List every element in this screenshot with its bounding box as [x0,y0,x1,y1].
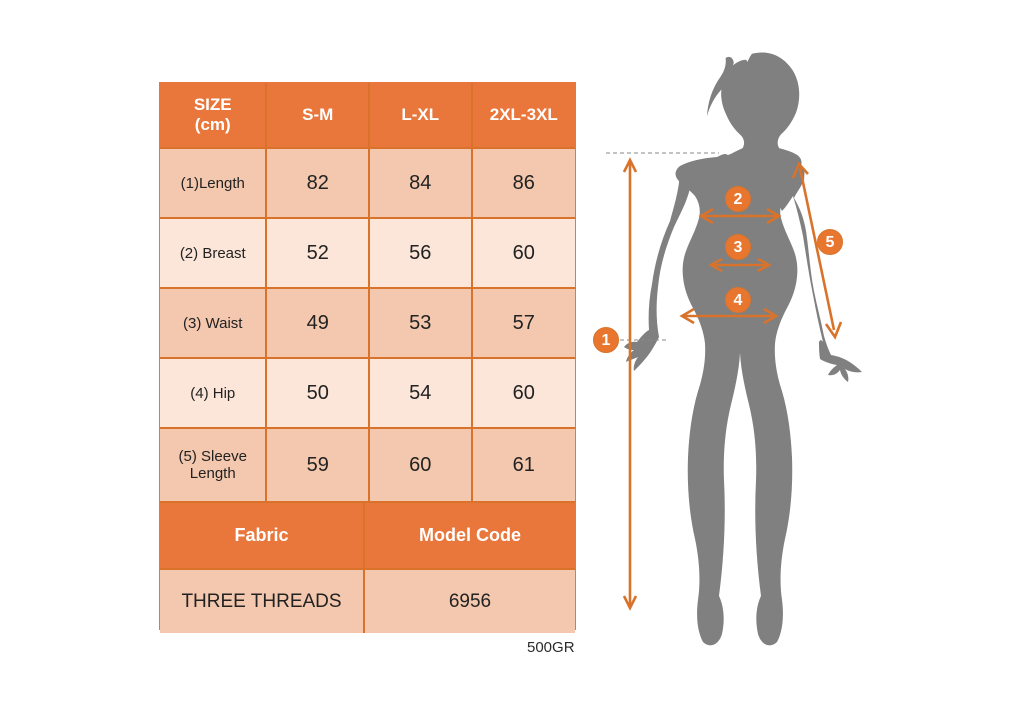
svg-text:1: 1 [602,332,611,349]
svg-text:3: 3 [734,239,743,256]
svg-text:4: 4 [734,292,743,309]
svg-text:2: 2 [734,191,743,208]
svg-text:5: 5 [826,234,835,251]
